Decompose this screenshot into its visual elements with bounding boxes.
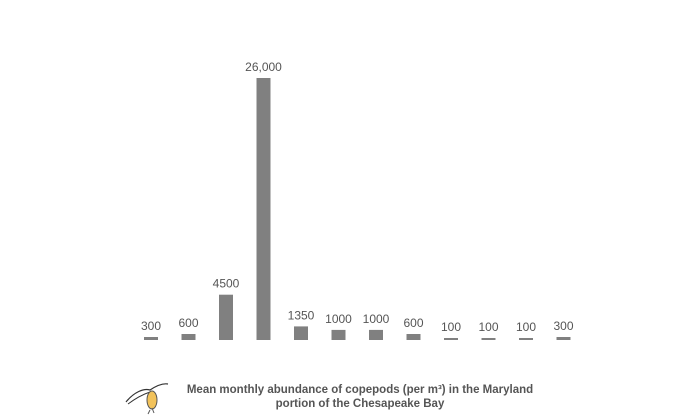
bar-9 bbox=[444, 338, 458, 340]
bar-value-label-4: 26,000 bbox=[245, 60, 282, 74]
bar-5 bbox=[294, 326, 308, 340]
bar-10 bbox=[481, 338, 496, 340]
bar-value-label-11: 100 bbox=[516, 320, 536, 334]
copepod-icon bbox=[125, 383, 169, 415]
bar-6 bbox=[331, 329, 346, 340]
bar-1 bbox=[144, 337, 158, 340]
bar-4 bbox=[256, 78, 271, 340]
bar-8 bbox=[406, 334, 421, 340]
bar-value-label-10: 100 bbox=[478, 320, 498, 334]
bar-12 bbox=[556, 337, 571, 340]
bar-value-label-12: 300 bbox=[553, 319, 573, 333]
chart-caption: Mean monthly abundance of copepods (per … bbox=[160, 383, 560, 411]
bar-chart: 300 600 4500 26,000 1350 1000 1000 600 100 100 100… bbox=[141, 60, 574, 340]
bar-3 bbox=[219, 294, 233, 340]
bar-7 bbox=[369, 329, 383, 340]
bar-value-label-3: 4500 bbox=[213, 277, 240, 291]
caption-line-2: portion of the Chesapeake Bay bbox=[275, 398, 445, 410]
bar-2 bbox=[181, 334, 196, 340]
caption-line-1: Mean monthly abundance of copepods (per … bbox=[186, 384, 534, 396]
bar-value-label-5: 1350 bbox=[288, 308, 315, 322]
bar-value-label-1: 300 bbox=[141, 319, 161, 333]
value-labels-group: 300 600 4500 26,000 1350 1000 1000 600 100 100 100… bbox=[141, 60, 574, 334]
bar-value-label-2: 600 bbox=[178, 316, 198, 330]
bar-value-label-8: 600 bbox=[403, 316, 423, 330]
bar-value-label-9: 100 bbox=[441, 320, 461, 334]
bars-group bbox=[144, 78, 571, 340]
bar-value-label-6: 1000 bbox=[325, 312, 352, 326]
bar-value-label-7: 1000 bbox=[363, 312, 390, 326]
bar-11 bbox=[519, 338, 533, 340]
